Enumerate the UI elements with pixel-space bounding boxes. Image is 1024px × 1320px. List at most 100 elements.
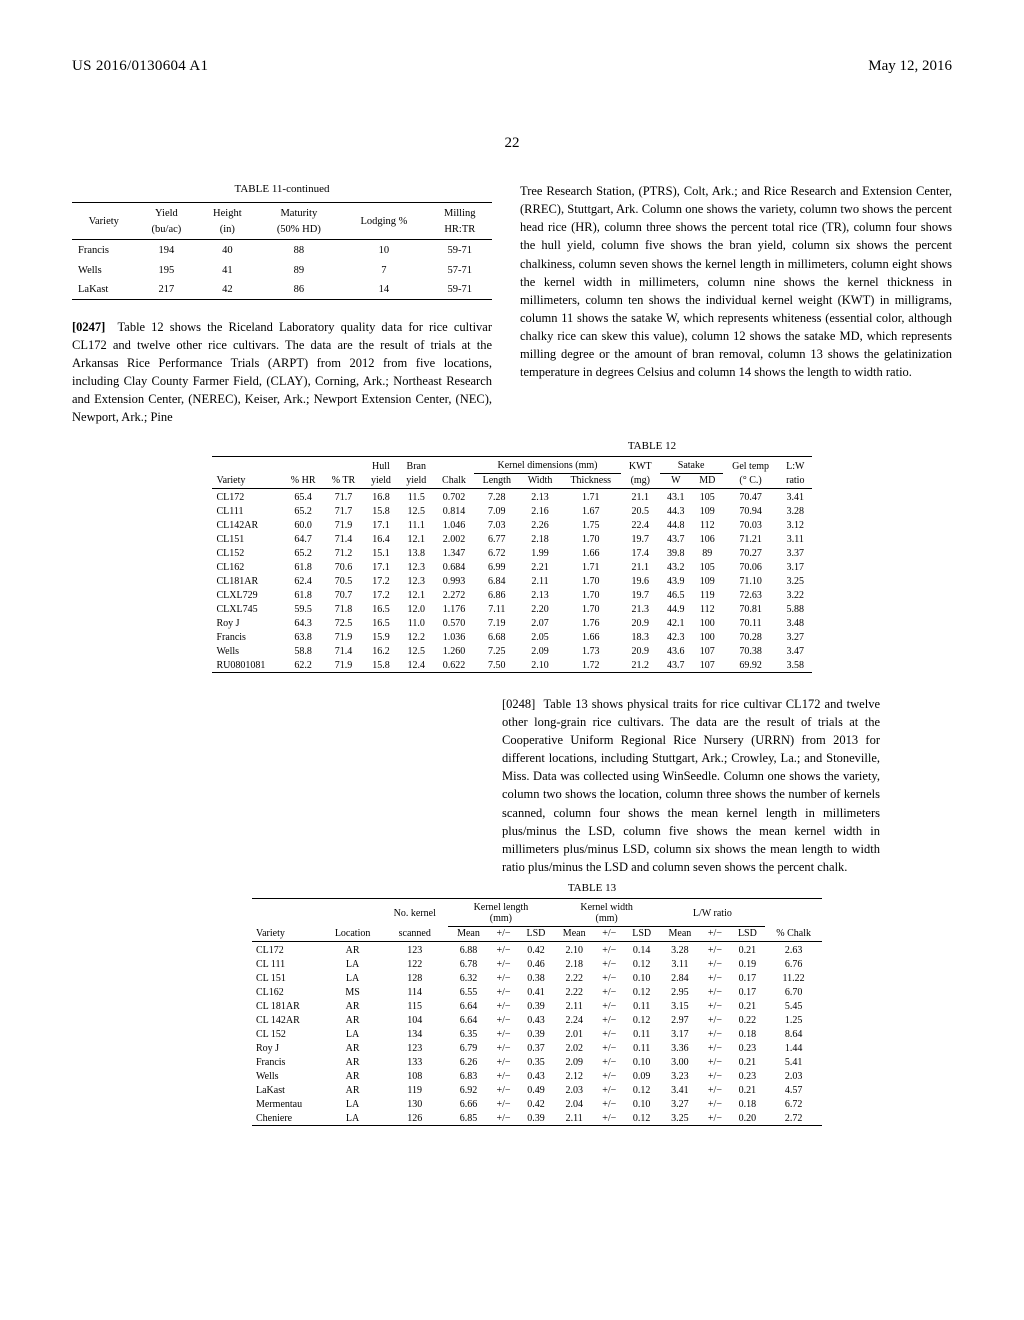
table11-col-milling: MillingHR:TR	[428, 204, 492, 239]
table-cell: +/−	[700, 943, 729, 957]
table-cell: 2.18	[520, 532, 561, 546]
table-cell: 57-71	[428, 261, 492, 280]
table-cell: CLXL729	[212, 588, 283, 602]
table-cell: 2.20	[520, 602, 561, 616]
t12-satake: Satake	[660, 459, 723, 474]
table-cell: 1.347	[434, 546, 474, 560]
table-cell: 6.76	[765, 957, 822, 971]
t12-hull: Hull	[363, 459, 398, 474]
table-cell: 86	[257, 280, 340, 300]
table11: Variety Yield(bu/ac) Height(in) Maturity…	[72, 202, 492, 302]
table-cell: 100	[692, 630, 723, 644]
table-cell: 12.1	[399, 532, 434, 546]
table-cell: 3.25	[779, 574, 812, 588]
t12-md: MD	[692, 473, 723, 488]
table-cell: 105	[692, 490, 723, 504]
table-cell: 16.5	[363, 616, 398, 630]
table-cell: +/−	[489, 1097, 518, 1111]
table-cell: 1.176	[434, 602, 474, 616]
table-cell: 70.38	[723, 644, 779, 658]
table-cell: 0.23	[730, 1069, 766, 1083]
table-cell: CL 181AR	[252, 999, 324, 1013]
table-cell: 6.92	[448, 1083, 489, 1097]
table-cell: 1.71	[561, 490, 621, 504]
table-cell: 1.70	[561, 602, 621, 616]
table-cell: 0.21	[730, 1083, 766, 1097]
table-cell: 70.6	[324, 560, 364, 574]
table-cell: 1.25	[765, 1013, 822, 1027]
table-cell: +/−	[700, 957, 729, 971]
table-cell: 71.9	[324, 518, 364, 532]
table-cell: 44.9	[660, 602, 692, 616]
table-cell: 2.84	[660, 971, 701, 985]
table-cell: 2.16	[520, 504, 561, 518]
table-cell: 1.71	[561, 560, 621, 574]
table-cell: 126	[381, 1111, 448, 1126]
table-cell: 0.39	[518, 999, 554, 1013]
table-cell: CL142AR	[212, 518, 283, 532]
table-cell: 2.03	[554, 1083, 595, 1097]
table-cell: +/−	[489, 1083, 518, 1097]
t12-chalk: Chalk	[434, 473, 474, 488]
table-cell: CL 111	[252, 957, 324, 971]
table-cell: 17.1	[363, 560, 398, 574]
table-cell: 71.7	[324, 504, 364, 518]
table-cell: 20.9	[621, 644, 660, 658]
table-cell: +/−	[595, 1055, 624, 1069]
table-cell: AR	[324, 943, 382, 957]
table-cell: 6.72	[474, 546, 520, 560]
table-cell: 2.002	[434, 532, 474, 546]
table-cell: 1.76	[561, 616, 621, 630]
table-cell: 0.21	[730, 943, 766, 957]
table-row: RU080108162.271.915.812.40.6227.502.101.…	[212, 658, 812, 673]
table11-col-lodging: Lodging %	[340, 204, 427, 239]
table-cell: +/−	[700, 1013, 729, 1027]
table-cell: 6.55	[448, 985, 489, 999]
table-cell: 1.66	[561, 546, 621, 560]
t12-w: W	[660, 473, 692, 488]
table-row: Francis19440881059-71	[72, 241, 492, 260]
table-cell: CL 142AR	[252, 1013, 324, 1027]
table-cell: 6.70	[765, 985, 822, 999]
table-cell: 6.64	[448, 999, 489, 1013]
table-cell: 2.26	[520, 518, 561, 532]
table-cell: 12.2	[399, 630, 434, 644]
table-cell: 6.72	[765, 1097, 822, 1111]
table-cell: 107	[692, 658, 723, 673]
t13-lsd2: LSD	[624, 926, 660, 941]
table-cell: 123	[381, 943, 448, 957]
table-cell: 42.1	[660, 616, 692, 630]
table-cell: 72.5	[324, 616, 364, 630]
table-cell: 43.6	[660, 644, 692, 658]
table-cell: 18.3	[621, 630, 660, 644]
table-cell: 71.9	[324, 630, 364, 644]
table-cell: Francis	[252, 1055, 324, 1069]
table-cell: 44.8	[660, 518, 692, 532]
table-cell: 0.43	[518, 1069, 554, 1083]
table-cell: 6.77	[474, 532, 520, 546]
table-row: CL 111LA1226.78+/−0.462.18+/−0.123.11+/−…	[252, 957, 822, 971]
t12-tr: % TR	[324, 473, 364, 488]
table-cell: AR	[324, 1069, 382, 1083]
paragraph-0247: [0247] Table 12 shows the Riceland Labor…	[72, 318, 492, 427]
table-cell: 2.22	[554, 985, 595, 999]
t12-thickness: Thickness	[561, 473, 621, 488]
table-cell: 6.86	[474, 588, 520, 602]
table-cell: 122	[381, 957, 448, 971]
table-row: FrancisAR1336.26+/−0.352.09+/−0.103.00+/…	[252, 1055, 822, 1069]
t12-yield1: yield	[363, 473, 398, 488]
table-cell: LA	[324, 1111, 382, 1126]
t13-variety: Variety	[252, 926, 324, 941]
table-cell: AR	[324, 1055, 382, 1069]
t12-yield2: yield	[399, 473, 434, 488]
table-cell: 0.11	[624, 1027, 660, 1041]
table-row: CheniereLA1266.85+/−0.392.11+/−0.123.25+…	[252, 1111, 822, 1126]
table-cell: 1.73	[561, 644, 621, 658]
table-cell: +/−	[489, 985, 518, 999]
table-cell: 6.66	[448, 1097, 489, 1111]
table-cell: 195	[136, 261, 198, 280]
table-cell: 16.5	[363, 602, 398, 616]
para-label: [0247]	[72, 320, 105, 334]
table-cell: 11.0	[399, 616, 434, 630]
table13-caption: TABLE 13	[232, 882, 952, 894]
